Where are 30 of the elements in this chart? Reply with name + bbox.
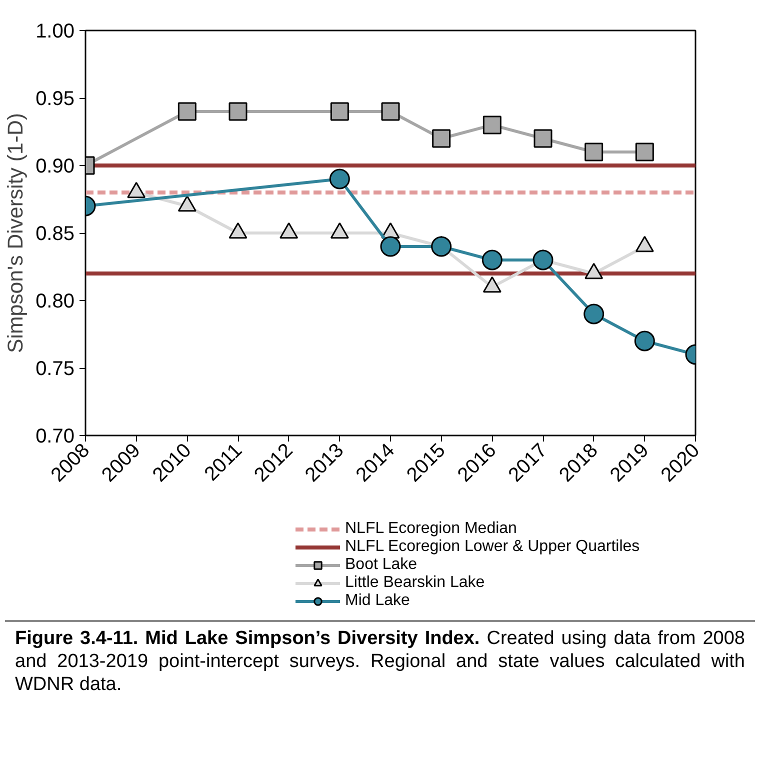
point bbox=[634, 330, 655, 352]
point bbox=[329, 168, 350, 190]
point bbox=[380, 236, 401, 257]
legend-label: Mid Lake bbox=[345, 592, 410, 610]
point bbox=[228, 102, 248, 121]
point bbox=[584, 304, 604, 324]
point bbox=[330, 102, 349, 121]
legend-label: Boot Lake bbox=[345, 556, 418, 574]
y-tick-label: 0.90 bbox=[36, 156, 75, 178]
y-tick-label: 1.00 bbox=[36, 20, 75, 42]
point bbox=[432, 129, 451, 148]
point bbox=[534, 129, 552, 148]
y-tick-label: 0.70 bbox=[36, 426, 75, 448]
point bbox=[178, 102, 196, 121]
point bbox=[431, 236, 452, 257]
y-tick-label: 0.80 bbox=[36, 290, 75, 312]
point bbox=[482, 250, 502, 270]
point bbox=[532, 250, 554, 270]
legend-label: NLFL Ecoregion Lower & Upper Quartiles bbox=[345, 538, 640, 556]
legend-label: Little Bearskin Lake bbox=[345, 574, 485, 592]
y-axis-title: Simpson's Diversity (1-D) bbox=[4, 113, 28, 353]
point bbox=[381, 102, 400, 121]
y-tick-label: 0.75 bbox=[36, 358, 75, 380]
legend-label: NLFL Ecoregion Median bbox=[345, 520, 517, 538]
y-tick-label: 0.95 bbox=[36, 88, 75, 110]
point bbox=[584, 142, 604, 162]
point bbox=[482, 116, 502, 134]
text: Figure 3.4-11. Mid Lake Simpson’s Diversity Index. bbox=[15, 628, 480, 649]
point bbox=[635, 142, 654, 162]
y-tick-label: 0.85 bbox=[36, 223, 75, 245]
